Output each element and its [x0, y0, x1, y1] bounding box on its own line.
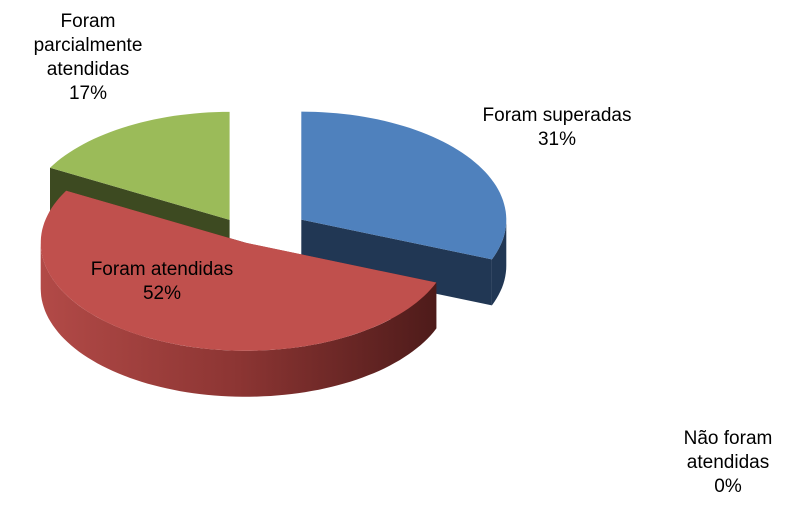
category-label: Foram superadas	[482, 105, 632, 126]
category-label: Não foram atendidas	[683, 428, 773, 473]
pie-slice	[40, 190, 437, 351]
slice-side-face	[301, 219, 492, 306]
slice-wall	[40, 242, 437, 397]
value-label: 0%	[714, 476, 742, 497]
pie-slice	[50, 111, 230, 220]
data-label: Não foram atendidas 0%	[668, 427, 788, 499]
value-label: 31%	[537, 129, 577, 150]
data-label: Foram parcialmente atendidas 17%	[13, 10, 163, 106]
value-label: 17%	[68, 83, 108, 104]
category-label: Foram parcialmente atendidas	[33, 11, 143, 80]
pie-slice	[301, 111, 507, 260]
category-label: Foram atendidas	[90, 259, 234, 280]
data-label: Foram atendidas 52%	[52, 258, 272, 306]
slice-wall	[491, 219, 507, 306]
data-label: Foram superadas 31%	[447, 104, 667, 152]
value-label: 52%	[142, 283, 182, 304]
